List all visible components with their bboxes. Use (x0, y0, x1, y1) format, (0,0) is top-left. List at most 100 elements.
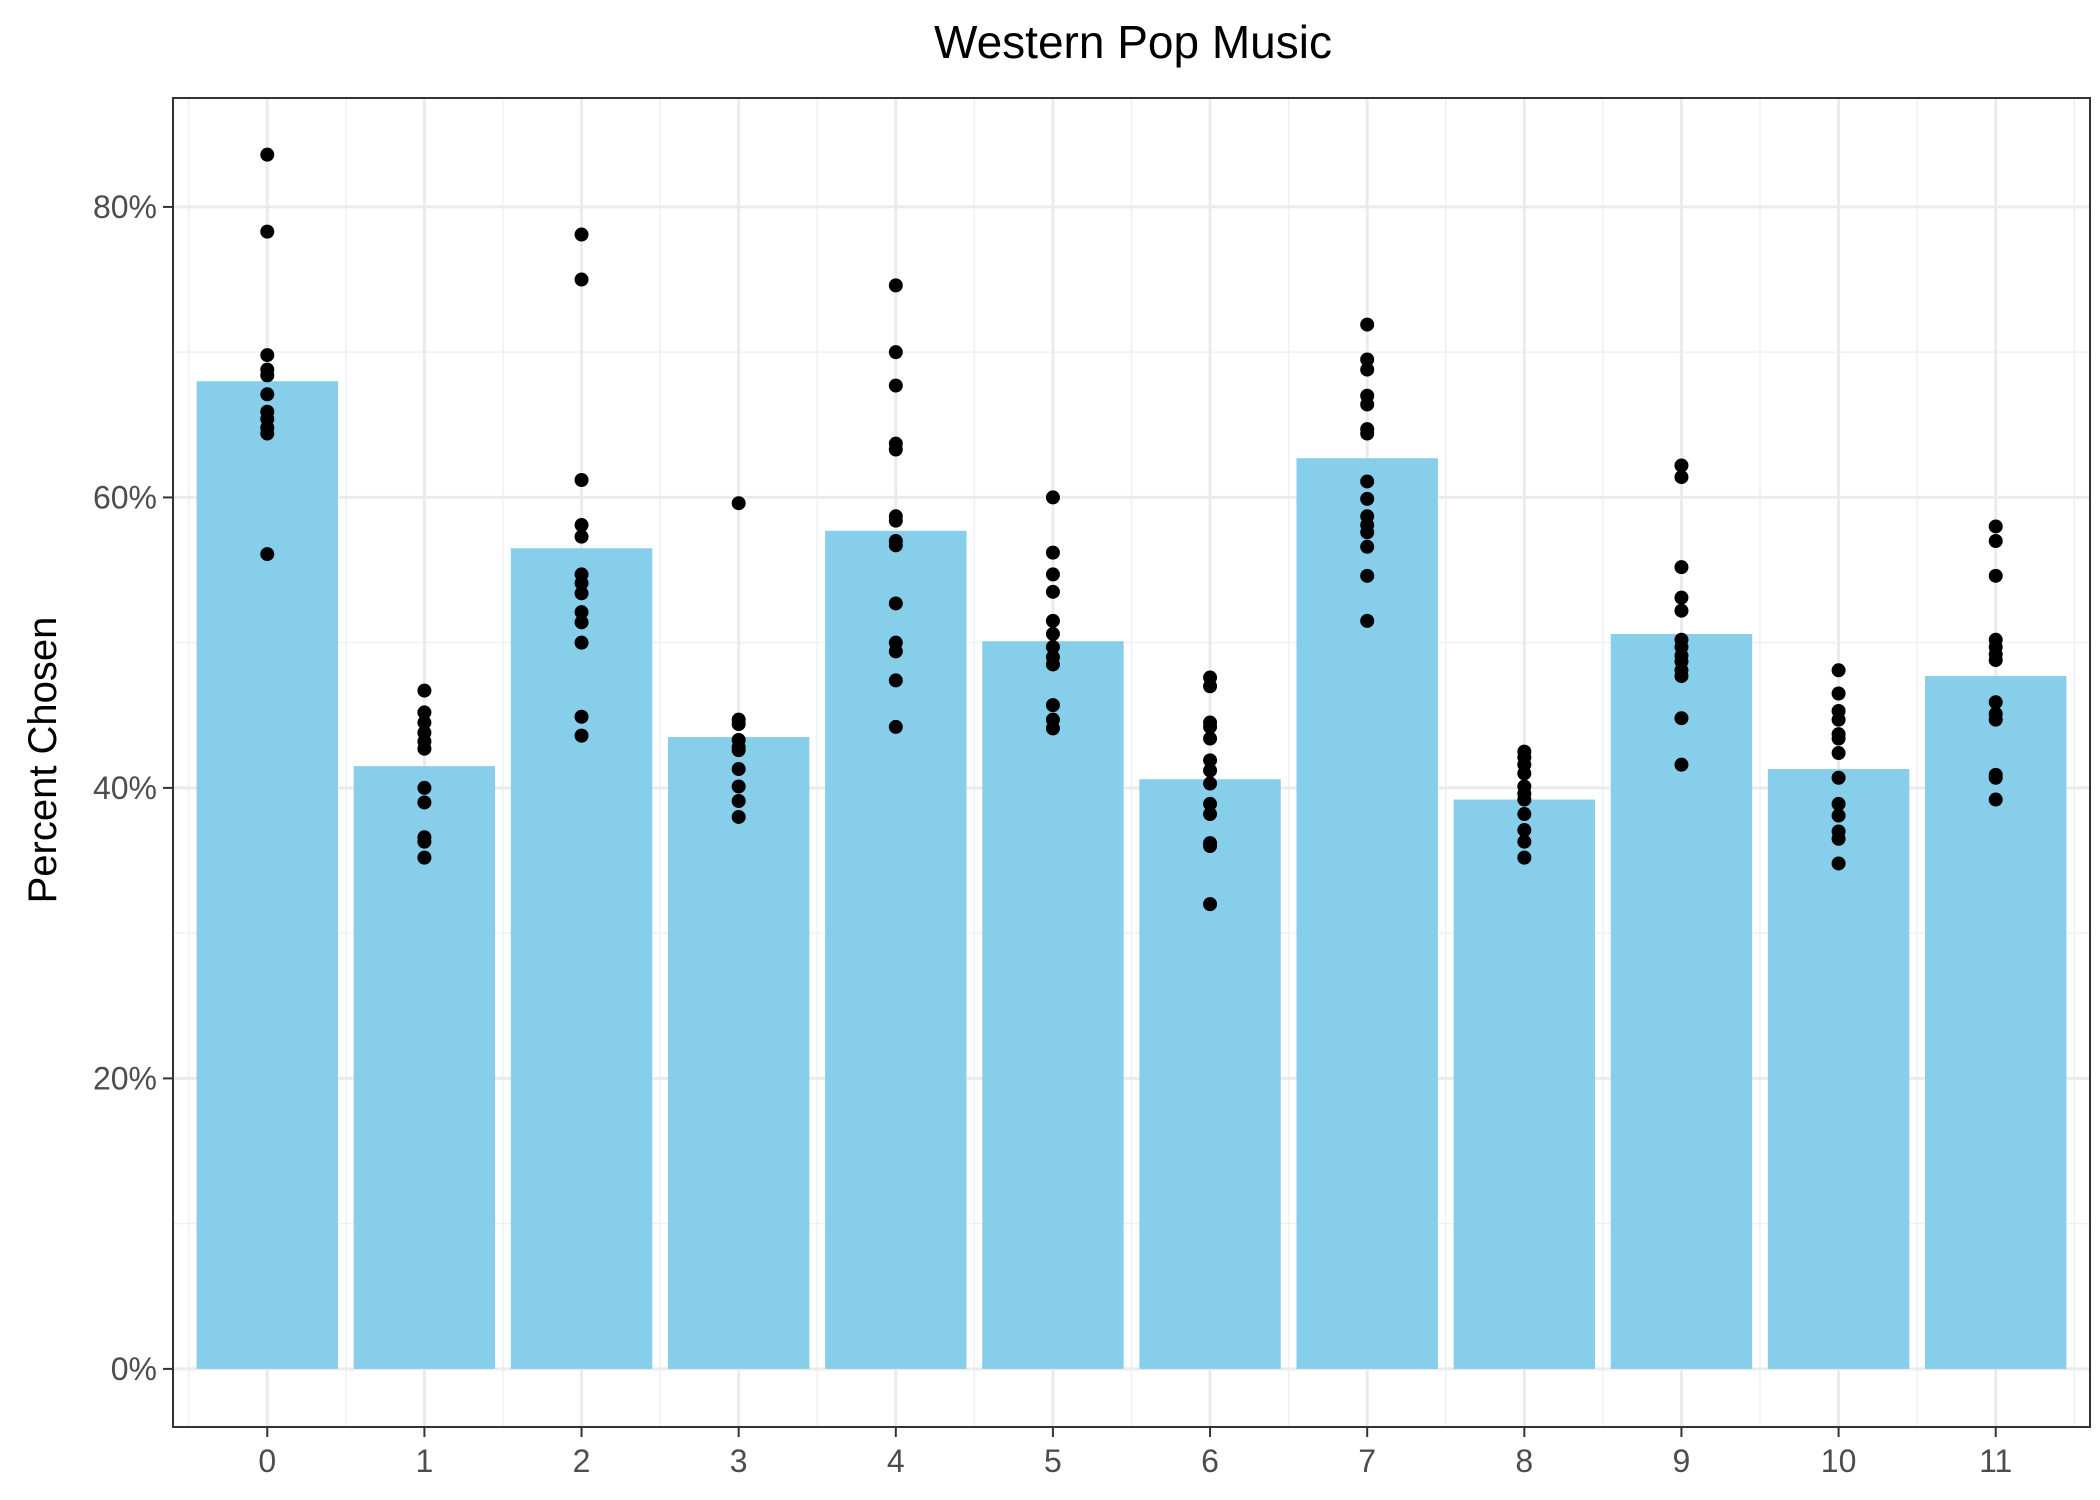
data-point (574, 615, 589, 630)
y-tick-label: 0% (111, 1351, 157, 1387)
chart-title: Western Pop Music (934, 16, 1332, 68)
data-point (731, 779, 746, 794)
data-point (1045, 490, 1060, 505)
data-point (1045, 657, 1060, 672)
data-point (1360, 491, 1375, 506)
data-point (1045, 584, 1060, 599)
data-point (1045, 721, 1060, 736)
y-tick-label: 80% (93, 189, 157, 225)
bar-5 (982, 641, 1124, 1369)
data-point (1360, 568, 1375, 583)
data-point (731, 717, 746, 732)
data-point (1045, 567, 1060, 582)
data-point (1203, 796, 1218, 811)
data-point (260, 147, 275, 162)
data-point (888, 673, 903, 688)
data-point (1988, 534, 2003, 548)
data-point (1831, 856, 1846, 871)
bar-6 (1139, 779, 1281, 1369)
data-point (888, 596, 903, 611)
x-tick-label: 10 (1821, 1443, 1857, 1479)
data-point (888, 538, 903, 553)
data-point (1517, 834, 1532, 849)
data-point (1203, 763, 1218, 778)
data-point (574, 518, 589, 533)
y-tick-label: 40% (93, 770, 157, 806)
data-point (260, 387, 275, 402)
data-point (1203, 679, 1218, 694)
data-point (260, 224, 275, 239)
data-point (1203, 719, 1218, 734)
data-point (1988, 770, 2003, 785)
data-point (1674, 470, 1689, 485)
data-point (1360, 426, 1375, 441)
data-point (1674, 669, 1689, 684)
axes: 0% 20% 40% 60% 80% 0 1 2 3 4 5 6 7 8 9 10 11 (93, 189, 2012, 1479)
data-point (731, 496, 746, 511)
data-point (574, 272, 589, 287)
x-tick-label: 0 (258, 1443, 276, 1479)
bar-9 (1610, 633, 1753, 1369)
data-point (1831, 796, 1846, 811)
data-point (574, 635, 589, 650)
data-point (1360, 525, 1375, 540)
x-tick-label: 3 (730, 1443, 748, 1479)
data-point (731, 762, 746, 777)
data-point (1360, 397, 1375, 412)
data-point (888, 378, 903, 393)
data-point (1674, 757, 1689, 772)
bar-11 (1925, 676, 2067, 1369)
x-tick-label: 8 (1515, 1443, 1533, 1479)
data-point (1360, 352, 1375, 367)
data-point (574, 709, 589, 724)
bar-7 (1296, 458, 1438, 1369)
data-point (260, 368, 275, 383)
data-point (1203, 839, 1218, 854)
y-tick-label: 60% (93, 479, 157, 515)
bar-4 (825, 530, 967, 1369)
data-point (574, 728, 589, 743)
data-point (1674, 590, 1689, 605)
data-point (1203, 776, 1218, 791)
data-point (731, 793, 746, 808)
data-point (888, 345, 903, 360)
data-point (1831, 712, 1846, 727)
data-point (260, 547, 275, 562)
data-point (1831, 686, 1846, 701)
x-tick-label: 4 (887, 1443, 905, 1479)
data-point (1674, 458, 1689, 473)
data-point (1360, 613, 1375, 628)
x-tick-label: 1 (416, 1443, 434, 1479)
data-point (731, 743, 746, 758)
data-point (1831, 808, 1846, 823)
data-point (1988, 792, 2003, 807)
data-point (1517, 850, 1532, 865)
x-tick-label: 7 (1358, 1443, 1376, 1479)
data-point (1045, 613, 1060, 628)
data-point (417, 741, 432, 756)
x-tick-label: 2 (573, 1443, 591, 1479)
data-point (888, 278, 903, 293)
bar-8 (1453, 799, 1596, 1369)
data-point (1988, 568, 2003, 583)
data-point (574, 586, 589, 601)
data-point (1360, 474, 1375, 489)
data-point (417, 850, 432, 865)
data-point (1831, 831, 1846, 846)
data-point (574, 576, 589, 591)
data-point (260, 426, 275, 441)
data-point (888, 513, 903, 528)
y-axis-label: Percent Chosen (21, 617, 65, 904)
data-point (1360, 362, 1375, 377)
data-point (574, 529, 589, 544)
data-point (417, 834, 432, 849)
x-tick-label: 5 (1044, 1443, 1062, 1479)
data-point (1045, 640, 1060, 655)
panel-border (172, 97, 2091, 1428)
data-point (1988, 695, 2003, 710)
data-point (417, 705, 432, 720)
data-point (260, 348, 275, 363)
data-point (1674, 711, 1689, 726)
data-point (417, 683, 432, 698)
